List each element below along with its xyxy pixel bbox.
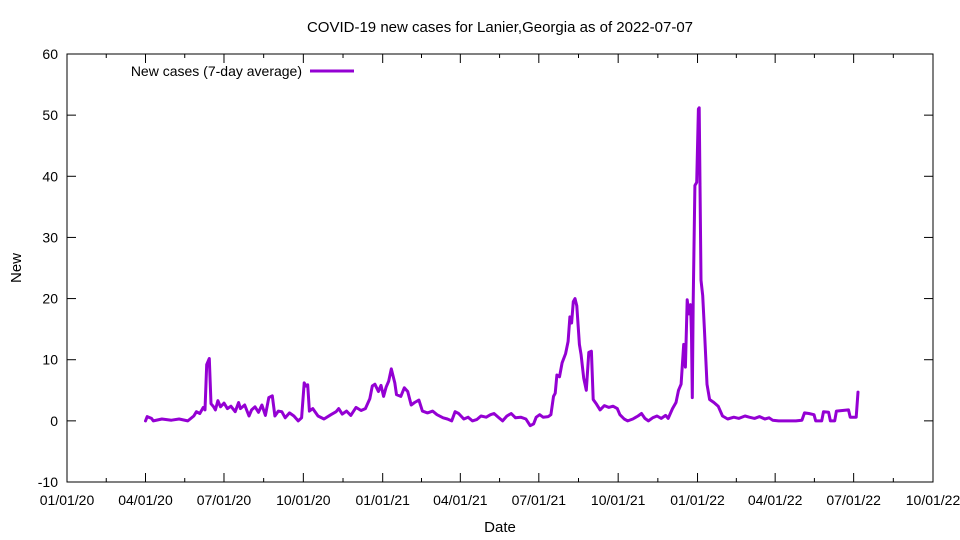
y-tick-label: 30 [42,229,58,245]
y-tick-label: 50 [42,107,58,123]
x-tick-label: 04/01/21 [433,492,488,508]
x-tick-label: 01/01/20 [40,492,95,508]
x-tick-label: 07/01/20 [197,492,252,508]
x-tick-label: 10/01/22 [906,492,960,508]
y-tick-label: 0 [50,413,58,429]
y-axis-title: New [8,253,25,283]
x-tick-label: 01/01/21 [355,492,410,508]
chart-title: COVID-19 new cases for Lanier,Georgia as… [307,19,693,36]
y-tick-label: 20 [42,291,58,307]
x-tick-label: 04/01/20 [118,492,173,508]
x-axis-tick-labels: 01/01/20 04/01/20 07/01/20 10/01/20 01/01/21… [40,492,960,508]
y-axis-tick-labels: -10 0 10 20 30 40 50 60 [38,46,58,490]
x-axis-title: Date [484,519,516,536]
legend: New cases (7-day average) [131,63,354,79]
x-tick-label: 01/01/22 [670,492,725,508]
y-tick-label: 60 [42,46,58,62]
legend-label: New cases (7-day average) [131,63,302,79]
y-tick-label: 10 [42,352,58,368]
x-tick-label: 04/01/22 [748,492,803,508]
x-tick-label: 07/01/21 [512,492,567,508]
x-tick-label: 07/01/22 [826,492,881,508]
y-tick-label: 40 [42,168,58,184]
plot-frame [66,53,934,483]
x-tick-label: 10/01/20 [276,492,331,508]
series-line [144,106,860,428]
y-tick-label: -10 [38,474,58,490]
x-tick-label: 10/01/21 [591,492,646,508]
